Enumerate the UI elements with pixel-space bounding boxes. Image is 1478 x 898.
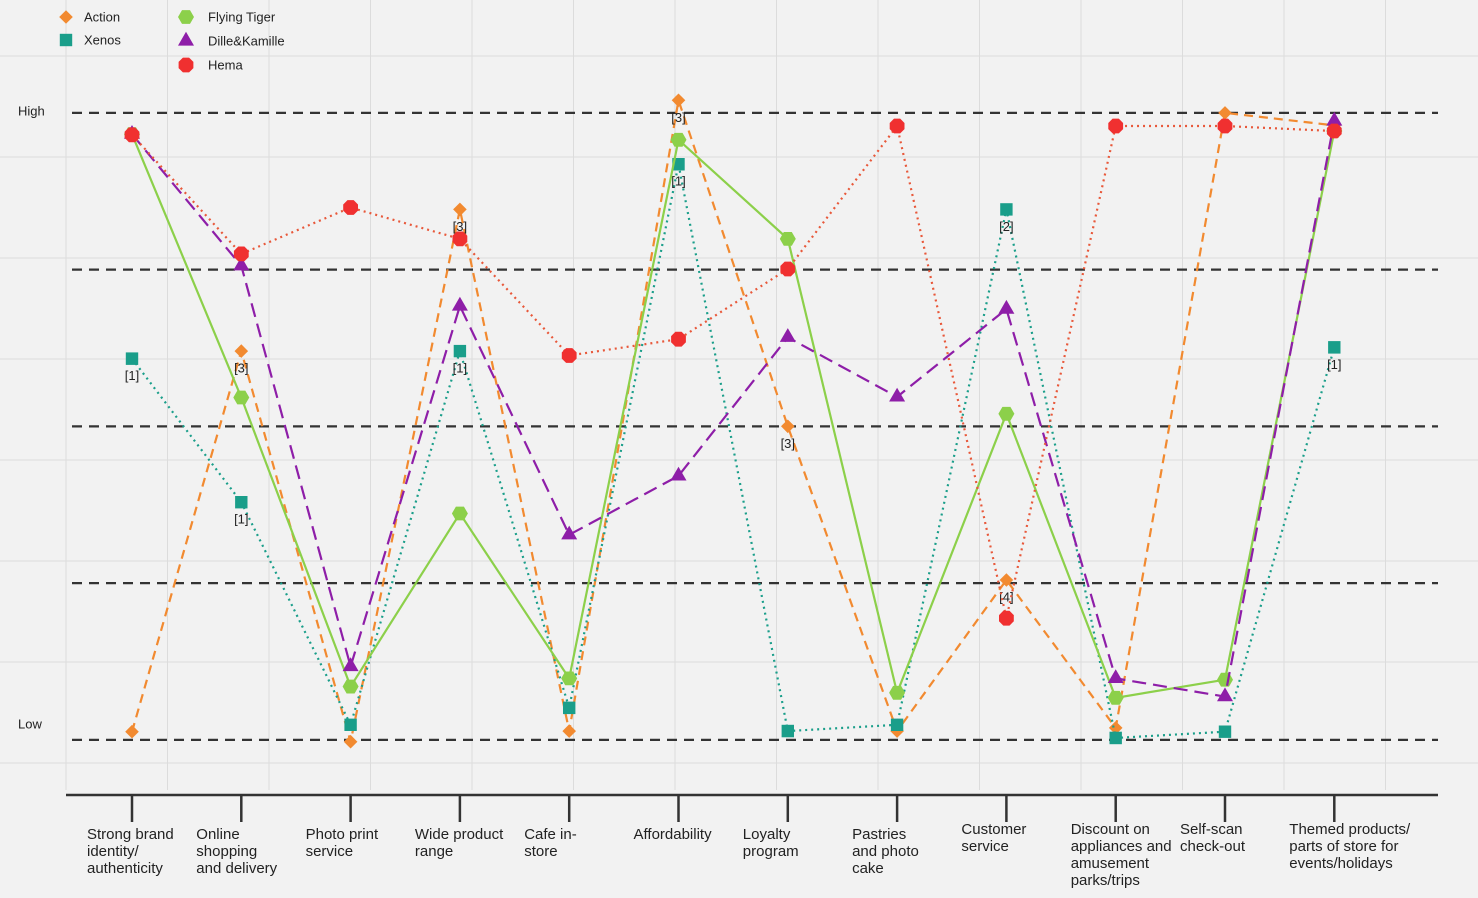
marker [1108, 721, 1123, 735]
marker [452, 231, 468, 247]
marker [890, 718, 904, 731]
marker [453, 344, 467, 358]
x-tick-label: Customer service [961, 821, 1027, 855]
point-annotation: [1] [453, 361, 467, 376]
legend-marker [178, 10, 194, 24]
marker [998, 299, 1015, 314]
x-tick-label: Photo print service [305, 826, 379, 860]
marker [561, 525, 578, 540]
marker [671, 93, 686, 108]
point-annotation: [1] [1327, 357, 1341, 372]
x-tick-label: Online shopping and delivery [196, 826, 278, 877]
legend-marker [178, 57, 194, 73]
point-annotation: [3] [671, 110, 685, 125]
marker [1217, 672, 1233, 687]
marker [342, 679, 359, 694]
marker [1217, 687, 1233, 702]
marker [343, 200, 358, 215]
marker [233, 256, 250, 271]
marker [342, 657, 359, 672]
legend-label: Dille&Kamille [208, 33, 285, 48]
x-tick-label: Pastries and photo cake [852, 826, 919, 877]
marker [781, 724, 794, 738]
legend-marker [59, 10, 73, 24]
marker [889, 118, 905, 134]
marker [999, 573, 1014, 587]
point-annotation: [3] [234, 361, 248, 376]
legend-label: Hema [208, 57, 243, 72]
marker [344, 718, 357, 731]
point-annotation: [4] [999, 589, 1013, 604]
marker [670, 132, 687, 147]
marker [1218, 725, 1232, 738]
point-annotation: [1] [125, 368, 139, 383]
x-tick-label: Themed products/ parts of store for even… [1289, 821, 1411, 872]
series-line [131, 164, 1336, 740]
marker [234, 344, 249, 358]
point-annotation: [1] [234, 512, 248, 527]
marker [343, 734, 358, 749]
marker [1217, 118, 1233, 134]
legend-marker [59, 33, 73, 47]
series-line [130, 99, 1335, 743]
x-tick-label: Affordability [633, 826, 712, 843]
point-annotation: [3] [781, 436, 795, 451]
point-annotation: [1] [671, 174, 685, 189]
marker [1107, 669, 1124, 683]
marker [779, 232, 796, 246]
series-line [131, 120, 1336, 698]
y-tick-label: Low [18, 716, 42, 731]
x-tick-label: Discount on appliances and amusement par… [1070, 821, 1172, 889]
marker [1326, 111, 1343, 126]
marker [781, 419, 795, 434]
marker [563, 701, 576, 715]
marker [451, 296, 468, 311]
marker [779, 328, 796, 342]
marker [1107, 690, 1124, 705]
marker [1328, 341, 1341, 354]
series-line [130, 130, 1336, 700]
series-line [131, 123, 1335, 619]
marker [233, 246, 249, 262]
point-annotation: [3] [453, 219, 467, 234]
marker [453, 202, 467, 217]
marker [1108, 118, 1124, 134]
marker [1000, 203, 1013, 216]
marker [233, 390, 250, 405]
marker [670, 466, 687, 481]
x-tick-label: Self-scan check-out [1180, 821, 1246, 855]
legend-label: Xenos [84, 32, 121, 47]
legend-label: Action [84, 9, 120, 24]
marker [671, 331, 686, 347]
marker [780, 261, 796, 277]
x-tick-label: Cafe in- store [524, 826, 577, 860]
marker [1109, 731, 1122, 745]
marker [562, 724, 576, 738]
marker [124, 127, 140, 143]
marker [235, 496, 248, 509]
marker [1218, 106, 1232, 120]
legend-label: Flying Tiger [208, 9, 276, 24]
x-tick-label: Strong brand identity/ authenticity [87, 826, 174, 877]
marker [125, 724, 139, 739]
marker [672, 158, 685, 171]
marker [999, 610, 1014, 626]
marker [125, 352, 139, 365]
marker [889, 387, 906, 402]
y-tick-label: High [18, 103, 45, 118]
marker [1326, 123, 1342, 139]
legend-marker [178, 31, 194, 46]
x-tick-label: Wide product range [414, 826, 504, 860]
marker [998, 406, 1015, 421]
marker [451, 506, 468, 521]
marker [561, 348, 577, 363]
marker [561, 671, 578, 686]
point-annotation: [2] [999, 219, 1013, 234]
marker [889, 685, 906, 700]
x-tick-label: Loyalty program [742, 826, 799, 860]
